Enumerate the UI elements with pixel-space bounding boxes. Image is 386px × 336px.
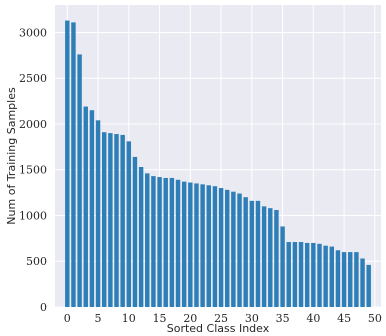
y-tick-label: 2000 [19,118,47,131]
bar [89,110,95,307]
x-axis-label: Sorted Class Index [167,322,270,335]
y-tick-label: 2500 [19,72,47,85]
y-tick-label: 3000 [19,26,47,39]
x-tick-label: 0 [64,312,71,325]
bar [188,182,193,307]
bar [243,197,248,307]
x-tick-label: 20 [183,312,197,325]
bar [175,179,181,307]
bar [145,173,150,307]
bar [157,177,162,307]
bar [311,242,316,307]
y-tick-label: 1000 [19,209,47,222]
y-tick-label: 0 [40,301,47,314]
bar [108,133,113,307]
x-tick-label: 40 [306,312,320,325]
bar [366,264,371,307]
bar [298,242,304,307]
bar [292,242,298,307]
y-tick-labels: 0 500 1000 1500 2000 2500 3000 [19,26,47,314]
x-tick-label: 25 [214,312,228,325]
bars [65,20,371,308]
bar [120,134,125,307]
y-tick-label: 500 [26,255,47,268]
bar [354,252,359,307]
bar [83,106,88,307]
x-tick-label: 30 [245,312,259,325]
y-tick-label: 1500 [19,164,47,177]
bar [181,181,187,307]
bar [280,226,285,307]
bar [114,134,119,307]
bar [95,120,101,308]
bar [323,245,328,307]
x-tick-label: 10 [122,312,136,325]
x-tick-label: 45 [337,312,351,325]
bar [169,177,175,307]
bar [218,188,224,307]
bar [231,191,236,307]
x-tick-label: 15 [153,312,167,325]
bar [348,252,353,307]
bar [335,250,341,307]
bar [77,54,82,307]
y-axis-label: Num of Training Samples [5,87,18,225]
bar [126,141,132,307]
bar [249,200,255,307]
bar [274,209,279,307]
bar [225,189,230,307]
bar [163,177,168,307]
bar [304,242,310,307]
bar [212,186,218,307]
bar [261,206,267,307]
bar [268,208,273,307]
bar [71,22,76,307]
bar [360,258,365,307]
bar [200,184,205,307]
bar [138,166,144,307]
bar [237,193,242,307]
x-tick-label: 35 [276,312,290,325]
bar [317,243,322,307]
x-tick-labels: 0 5 10 15 20 25 30 35 40 45 50 [64,312,382,325]
x-tick-label: 50 [368,312,382,325]
bar [151,176,156,307]
bar [132,156,138,307]
bar [329,246,335,307]
bar [101,132,107,307]
bar [255,200,261,307]
bar [286,242,291,307]
bar [341,252,347,307]
x-tick-label: 5 [95,312,102,325]
bar [65,20,70,307]
bar [194,183,199,307]
bar [206,185,211,307]
